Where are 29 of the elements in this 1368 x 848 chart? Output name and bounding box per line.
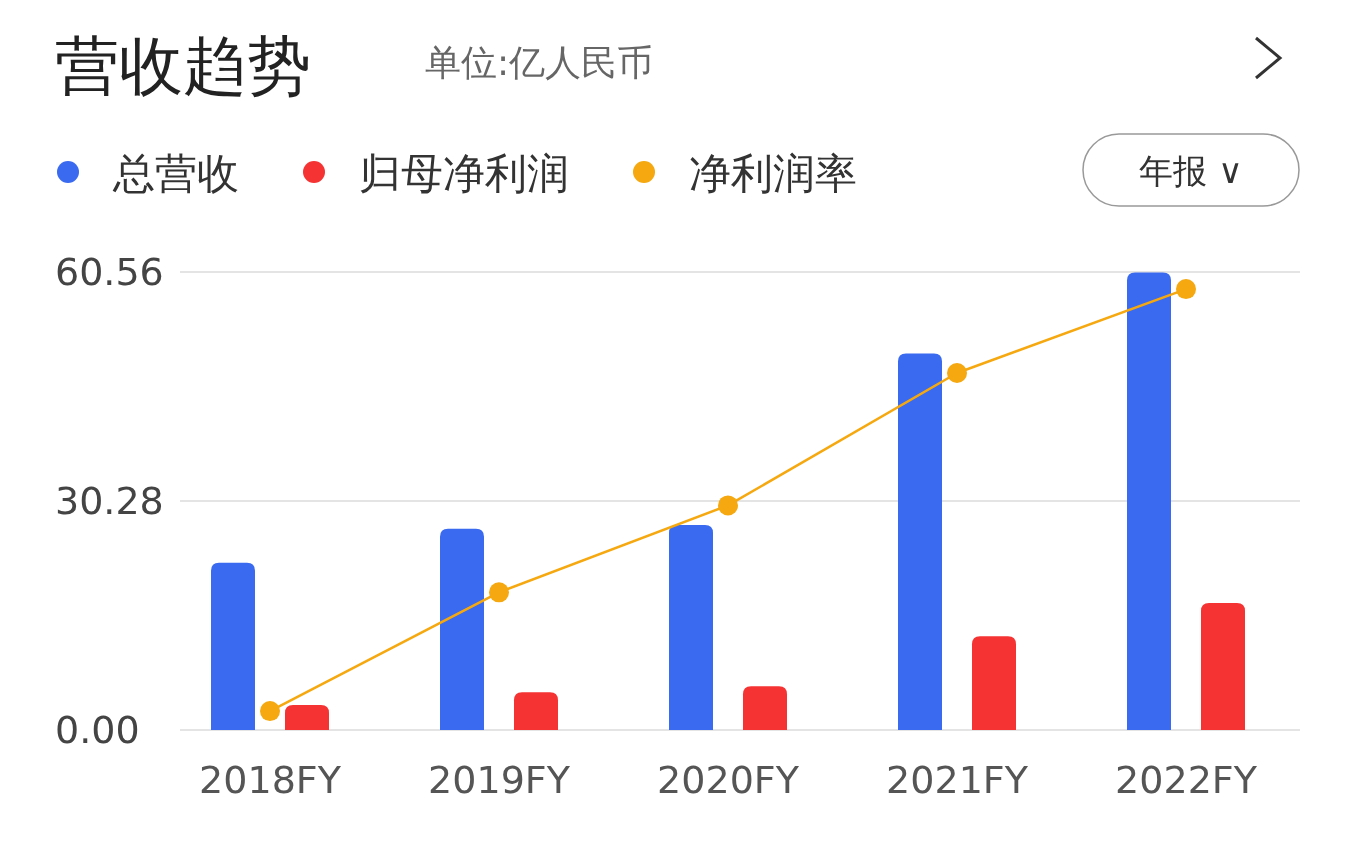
bar <box>1201 602 1245 730</box>
chart-subtitle: 单位:亿人民币 <box>425 42 654 83</box>
bar <box>211 562 255 730</box>
point <box>947 363 967 384</box>
legend-label: 归母净利润 <box>359 149 569 198</box>
x-tick-label: 2018FY <box>199 758 342 802</box>
x-tick-label: 2020FY <box>657 758 800 802</box>
x-tick-label: 2019FY <box>428 758 571 802</box>
bar <box>514 692 558 730</box>
chart-title: 营收趋势 <box>55 29 311 103</box>
x-tick-label: 2022FY <box>1115 758 1258 802</box>
bar <box>285 705 329 730</box>
legend-label: 净利润率 <box>689 149 857 198</box>
bar <box>898 353 942 730</box>
point <box>260 701 280 722</box>
y-tick-label: 30.28 <box>55 479 164 523</box>
point <box>1176 279 1196 300</box>
point <box>489 582 509 603</box>
bar <box>972 636 1016 730</box>
bar <box>1127 272 1171 730</box>
x-tick-label: 2021FY <box>886 758 1029 802</box>
y-tick-label: 0.00 <box>55 708 140 752</box>
bar <box>440 528 484 730</box>
point <box>718 495 738 516</box>
y-tick-label: 60.56 <box>55 250 164 294</box>
bar <box>743 686 787 730</box>
bar <box>669 525 713 730</box>
legend-label: 总营收 <box>112 149 239 198</box>
text: 年报 ∨ <box>1139 151 1243 191</box>
